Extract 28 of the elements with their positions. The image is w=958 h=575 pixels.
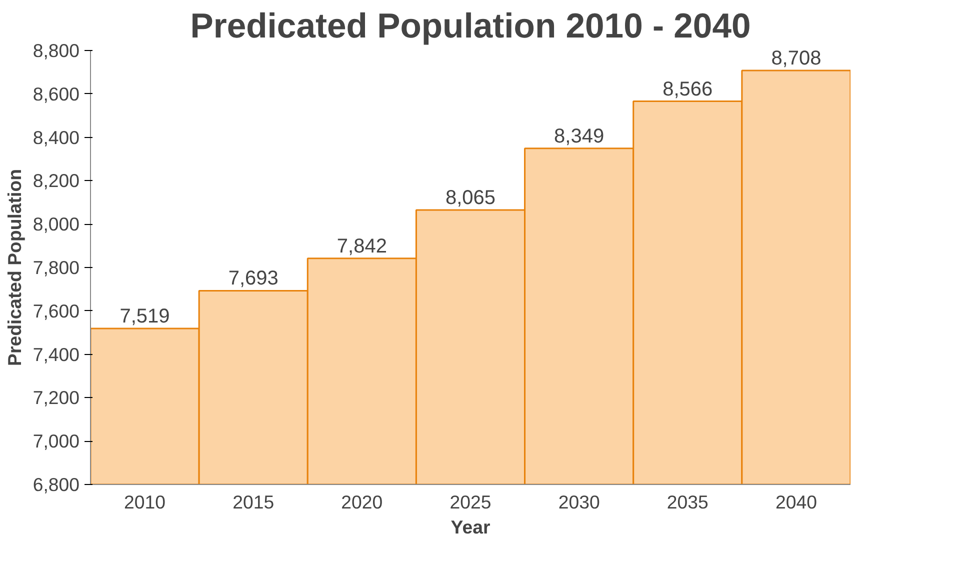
y-tick-label: 8,000 bbox=[32, 214, 80, 235]
x-tick-label: 2015 bbox=[232, 492, 274, 512]
x-tick-label: 2020 bbox=[341, 492, 383, 512]
x-tick-label: 2035 bbox=[666, 492, 708, 512]
y-tick-label: 8,200 bbox=[32, 170, 80, 192]
y-tick-label: 8,600 bbox=[32, 83, 80, 104]
x-axis-title: Year bbox=[450, 516, 490, 538]
data-label: 8,566 bbox=[662, 78, 713, 100]
x-tick-label: 2010 bbox=[124, 492, 166, 512]
y-tick-label: 7,400 bbox=[32, 344, 80, 365]
y-tick-label: 6,800 bbox=[32, 474, 80, 495]
data-label: 7,842 bbox=[336, 235, 387, 258]
data-label: 7,519 bbox=[120, 305, 170, 328]
chart-title: Predicated Population 2010 - 2040 bbox=[190, 8, 751, 46]
data-label: 7,693 bbox=[228, 268, 278, 290]
data-label: 8,349 bbox=[554, 125, 604, 148]
x-tick-label: 2030 bbox=[558, 492, 600, 512]
x-tick-label: 2040 bbox=[775, 492, 817, 512]
data-label: 8,708 bbox=[771, 47, 822, 70]
data-label: 8,065 bbox=[445, 186, 496, 209]
x-tick-label: 2025 bbox=[450, 492, 492, 512]
y-tick-label: 7,200 bbox=[32, 387, 80, 408]
y-tick-label: 8,800 bbox=[32, 40, 80, 61]
y-tick-label: 7,000 bbox=[32, 430, 80, 452]
y-tick-label: 7,800 bbox=[32, 257, 80, 278]
y-axis-title: Predicated Population bbox=[4, 169, 25, 366]
y-tick-label: 7,600 bbox=[32, 300, 80, 322]
y-tick-label: 8,400 bbox=[32, 126, 80, 148]
